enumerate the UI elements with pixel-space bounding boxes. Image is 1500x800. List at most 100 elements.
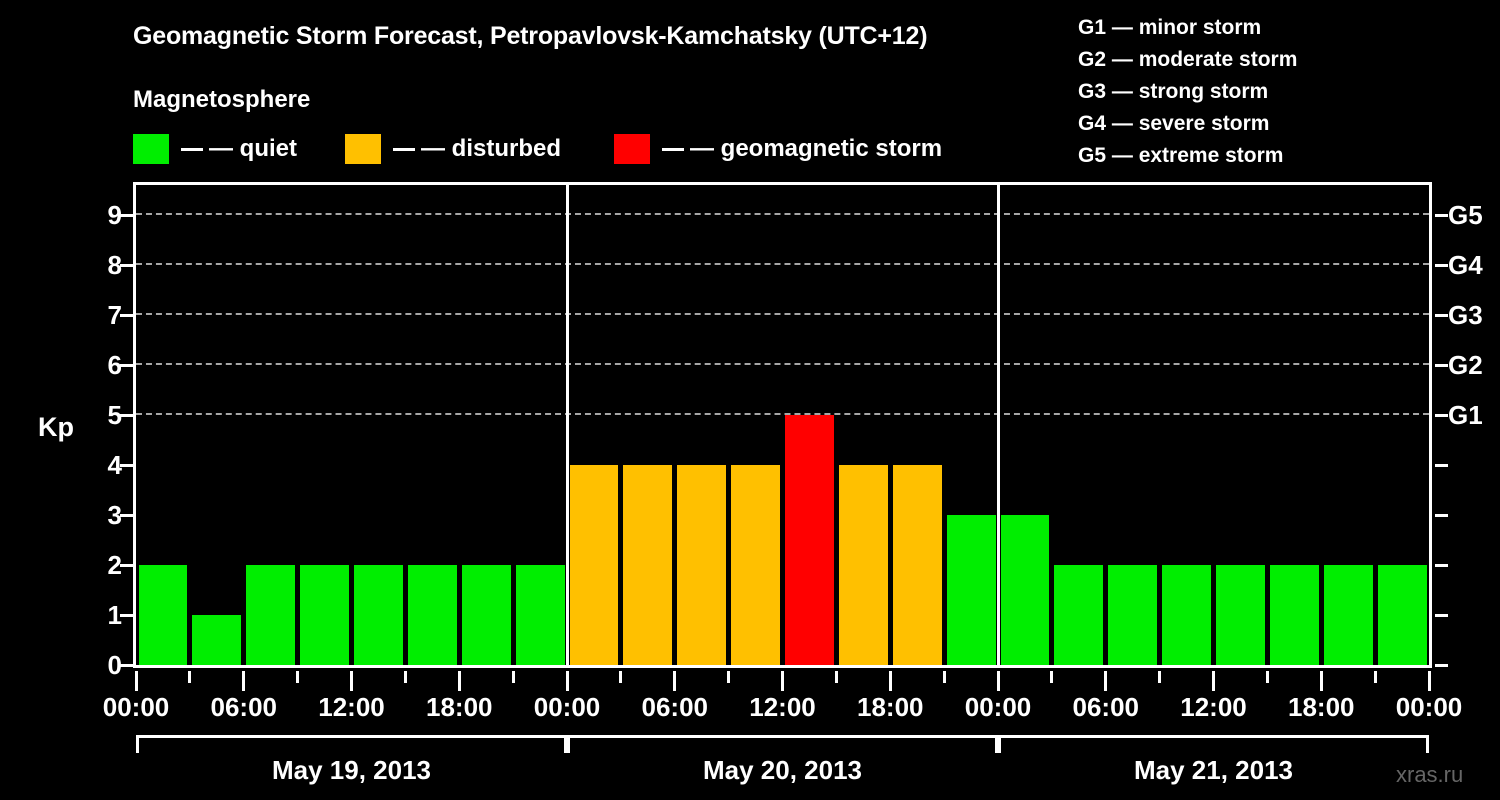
x-axis-tick-major: [242, 671, 246, 691]
right-axis-tick-label-g3: G3: [1448, 300, 1483, 330]
y-axis-tick-mark: [120, 563, 133, 567]
bar: [461, 565, 511, 665]
y-axis-tick-mark: [120, 213, 133, 217]
bar: [623, 465, 673, 665]
x-axis-tick-label: 06:00: [641, 692, 709, 722]
bar: [1108, 565, 1158, 665]
bar: [354, 565, 403, 665]
x-axis-tick-label: 12:00: [318, 692, 385, 722]
gscale-code: G3: [1078, 80, 1107, 103]
gscale-description: minor storm: [1138, 16, 1262, 39]
right-axis-tick-mark: [1435, 313, 1448, 317]
x-axis-tick-label: 06:00: [1072, 692, 1140, 722]
gscale-code: G1: [1078, 16, 1107, 39]
x-axis-tick-label: 18:00: [857, 692, 924, 722]
right-axis-tick-label-g2: G2: [1448, 350, 1483, 380]
bar: [515, 565, 565, 665]
x-axis-tick-major: [673, 671, 677, 691]
x-axis-tick-label: 00:00: [1395, 692, 1463, 722]
legend-dash-icon: [181, 147, 203, 151]
day-caption: May 19, 2013: [271, 755, 432, 785]
right-axis-tick-mark: [1435, 563, 1448, 567]
x-axis-tick-major: [1319, 671, 1323, 691]
right-axis-tick-mark: [1435, 513, 1448, 517]
legend-swatch-storm-icon: [614, 134, 650, 164]
x-axis-tick-minor: [619, 671, 623, 683]
x-axis-tick-minor: [511, 671, 515, 683]
x-axis-tick-minor: [296, 671, 300, 683]
gscale-description: extreme storm: [1138, 144, 1284, 167]
x-axis-tick-major: [1104, 671, 1108, 691]
page-title: Geomagnetic Storm Forecast, Petropavlovs…: [133, 22, 928, 50]
gscale-description: severe storm: [1138, 112, 1270, 135]
gscale-legend-row-g2: G2 — moderate storm: [1078, 44, 1498, 76]
x-axis-tick-label: 06:00: [210, 692, 278, 722]
y-axis-tick-mark: [120, 263, 133, 267]
y-axis-tick-mark: [120, 313, 133, 317]
x-axis-tick-label: 12:00: [1180, 692, 1247, 722]
x-axis-tick-major: [350, 671, 353, 691]
right-axis-tick-mark: [1435, 463, 1448, 467]
y-axis-tick-label-3: 3: [107, 500, 122, 530]
bar: [569, 465, 619, 665]
gscale-separator: —: [1106, 144, 1139, 167]
y-axis-tick-mark: [120, 513, 133, 517]
bar: [192, 615, 242, 665]
right-axis-tick-label-g1: G1: [1448, 400, 1483, 430]
bar: [731, 465, 780, 665]
right-axis-tick-label-g5: G5: [1448, 200, 1483, 230]
chart-plot-area: [133, 182, 1432, 668]
legend-label-quiet: — quiet: [209, 135, 297, 162]
legend-label-disturbed: — disturbed: [421, 135, 562, 162]
bar: [1323, 565, 1373, 665]
x-axis-tick-minor: [727, 671, 731, 683]
x-axis-tick-label: 18:00: [1288, 692, 1355, 722]
legend-swatch-disturbed-icon: [345, 134, 381, 164]
x-axis-tick-minor: [1050, 671, 1054, 683]
x-axis-tick-major: [888, 671, 892, 691]
right-axis-tick-mark: [1435, 613, 1448, 617]
bar: [892, 465, 942, 665]
day-divider-2: [996, 185, 1000, 665]
y-axis-tick-label-5: 5: [107, 400, 122, 430]
right-axis-tick-label-g4: G4: [1448, 250, 1483, 280]
day-bracket-2: [567, 735, 998, 753]
y-axis-tick-label-4: 4: [107, 450, 122, 480]
x-axis-tick-major: [565, 671, 569, 691]
y-axis-tick-label-1: 1: [107, 600, 122, 630]
x-axis-tick-label: 00:00: [102, 692, 170, 722]
gridline-kp-8: [136, 263, 1429, 265]
bar: [246, 565, 296, 665]
bar: [300, 565, 349, 665]
day-caption: May 20, 2013: [702, 755, 863, 785]
bar: [1054, 565, 1104, 665]
bar: [138, 565, 188, 665]
legend-label-geomagnetic-storm: — geomagnetic storm: [690, 135, 943, 162]
gscale-description: strong storm: [1138, 80, 1269, 103]
bar: [946, 515, 996, 665]
gridline-kp-5: [136, 413, 1429, 415]
x-axis-tick-label: 18:00: [426, 692, 493, 722]
bar: [785, 415, 834, 665]
y-axis-tick-label-2: 2: [107, 550, 122, 580]
x-axis-tick-minor: [1158, 671, 1162, 683]
bar: [1162, 565, 1211, 665]
gscale-code: G5: [1078, 144, 1107, 167]
gscale-separator: —: [1106, 112, 1139, 135]
gridline-kp-6: [136, 363, 1429, 365]
y-axis-tick-mark: [120, 613, 133, 617]
bar: [1377, 565, 1427, 665]
right-axis-tick-mark: [1435, 213, 1448, 217]
gscale-legend-row-g4: G4 — severe storm: [1078, 108, 1498, 140]
y-axis-tick-mark: [120, 463, 133, 467]
y-axis-tick-label-9: 9: [107, 200, 122, 230]
gscale-code: G4: [1078, 112, 1107, 135]
legend-item-geomagnetic-storm: — geomagnetic storm: [614, 134, 942, 164]
bar: [1269, 565, 1319, 665]
y-axis-tick-mark: [120, 363, 133, 367]
y-axis-tick-label-6: 6: [107, 350, 122, 380]
y-axis-tick-label-7: 7: [107, 300, 122, 330]
gscale-legend-row-g1: G1 — minor storm: [1078, 12, 1498, 44]
gscale-code: G2: [1078, 48, 1107, 71]
legend-dash-icon: [393, 147, 415, 151]
